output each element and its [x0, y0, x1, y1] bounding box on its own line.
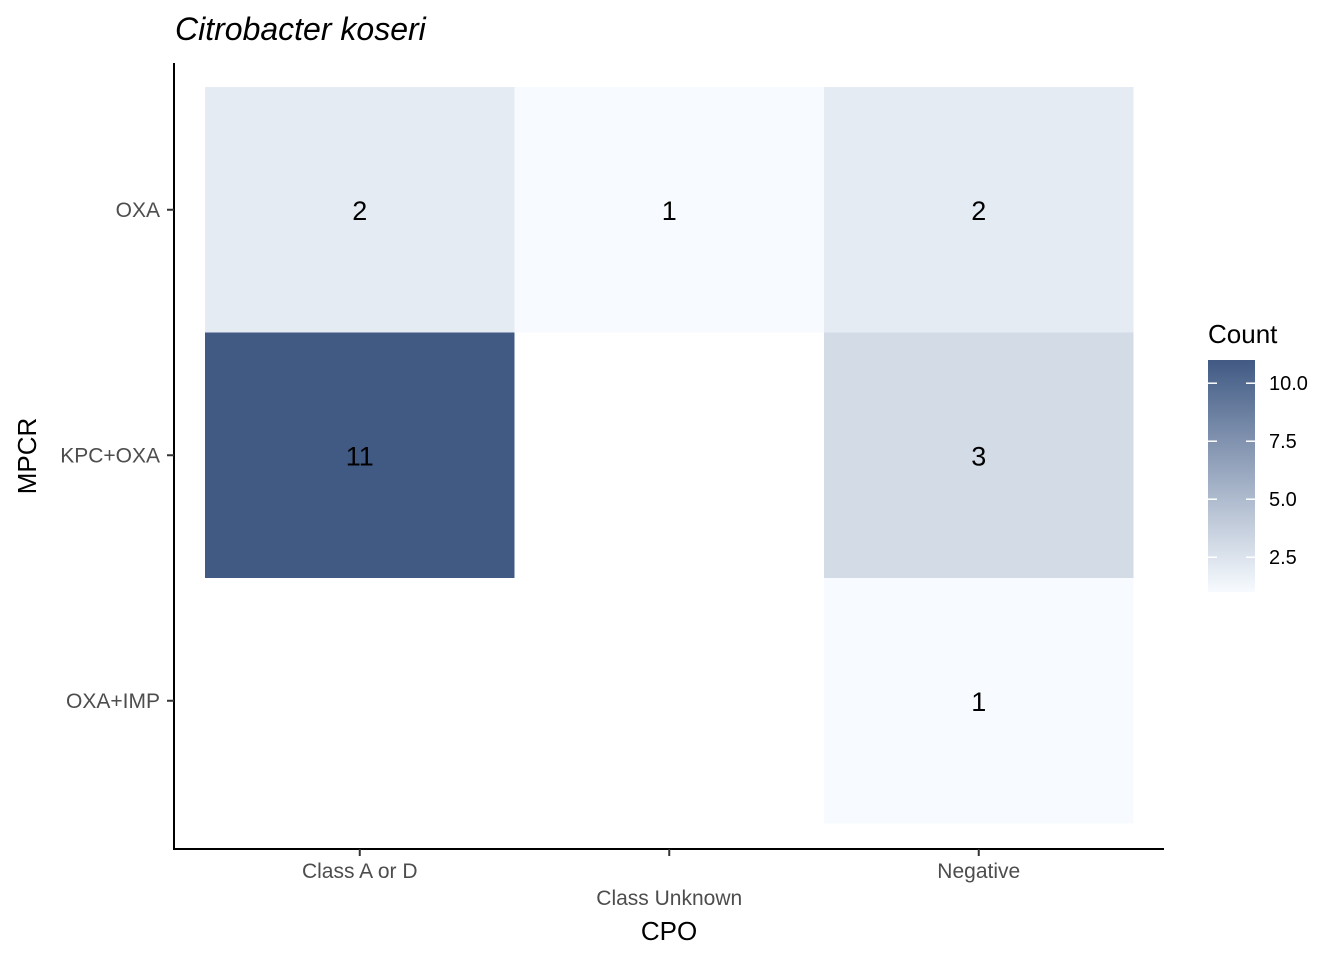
x-tick-label: Class Unknown: [596, 887, 742, 910]
heatmap-cell-labels: 2 1 2 11 3 1: [346, 196, 987, 717]
heatmap-cell: [824, 332, 1134, 578]
y-tick-label: OXA+IMP: [66, 690, 160, 713]
legend-tick-label: 7.5: [1269, 431, 1297, 453]
legend-title: Count: [1208, 319, 1278, 349]
legend-tick-label: 2.5: [1269, 547, 1297, 569]
y-axis-ticks: OXA KPC+OXA OXA+IMP: [60, 199, 174, 713]
heatmap-cell: [205, 332, 515, 578]
legend-colorbar: [1208, 360, 1255, 592]
legend-tick-label: 10.0: [1269, 373, 1308, 395]
heatmap-cell: [824, 578, 1134, 824]
cell-value-label: 3: [971, 441, 986, 471]
heatmap-cell: [514, 87, 824, 333]
cell-value-label: 1: [971, 687, 986, 717]
legend-ticks: 2.5 5.0 7.5 10.0: [1208, 373, 1308, 569]
y-tick-label: OXA: [116, 199, 160, 222]
x-tick-label: Negative: [937, 860, 1020, 883]
y-tick-label: KPC+OXA: [60, 444, 160, 467]
heatmap-cell: [824, 87, 1134, 333]
chart-title: Citrobacter koseri: [175, 11, 427, 47]
x-axis-title: CPO: [641, 916, 697, 946]
cell-value-label: 11: [346, 441, 374, 471]
x-tick-label: Class A or D: [302, 860, 418, 883]
heatmap-cells: [205, 87, 1134, 824]
y-axis-title: MPCR: [12, 418, 42, 495]
cell-value-label: 1: [662, 196, 677, 226]
x-axis-ticks: Class A or D Class Unknown Negative: [302, 849, 1020, 910]
cell-value-label: 2: [971, 196, 986, 226]
cell-value-label: 2: [352, 196, 367, 226]
legend-tick-label: 5.0: [1269, 489, 1297, 511]
color-legend: Count 2.5 5.0 7.5 10.0: [1208, 319, 1308, 592]
heatmap-cell: [205, 87, 515, 333]
